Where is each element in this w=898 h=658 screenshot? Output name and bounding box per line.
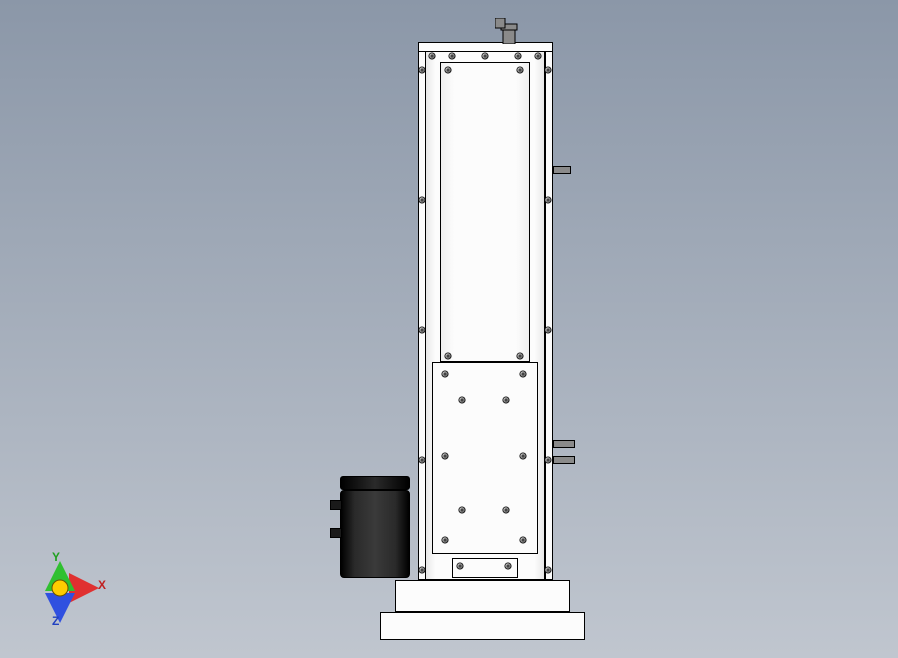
base-plate xyxy=(380,612,585,640)
carriage-plate xyxy=(432,362,538,554)
motor-body xyxy=(340,490,410,578)
front-panel xyxy=(440,62,530,362)
side-pin-top xyxy=(553,166,571,174)
column-flange-right xyxy=(545,48,553,580)
top-fitting xyxy=(495,18,523,44)
side-pin-mid-2 xyxy=(553,456,575,464)
cad-viewport[interactable]: X Y Z xyxy=(0,0,898,658)
motor-cap xyxy=(340,476,410,490)
motor-connector-1 xyxy=(330,500,342,510)
side-pin-mid-1 xyxy=(553,440,575,448)
base-riser xyxy=(395,580,570,612)
column-top-cap xyxy=(418,42,553,52)
motor-connector-2 xyxy=(330,528,342,538)
cad-model[interactable] xyxy=(0,0,898,658)
carriage-slot xyxy=(452,558,518,578)
